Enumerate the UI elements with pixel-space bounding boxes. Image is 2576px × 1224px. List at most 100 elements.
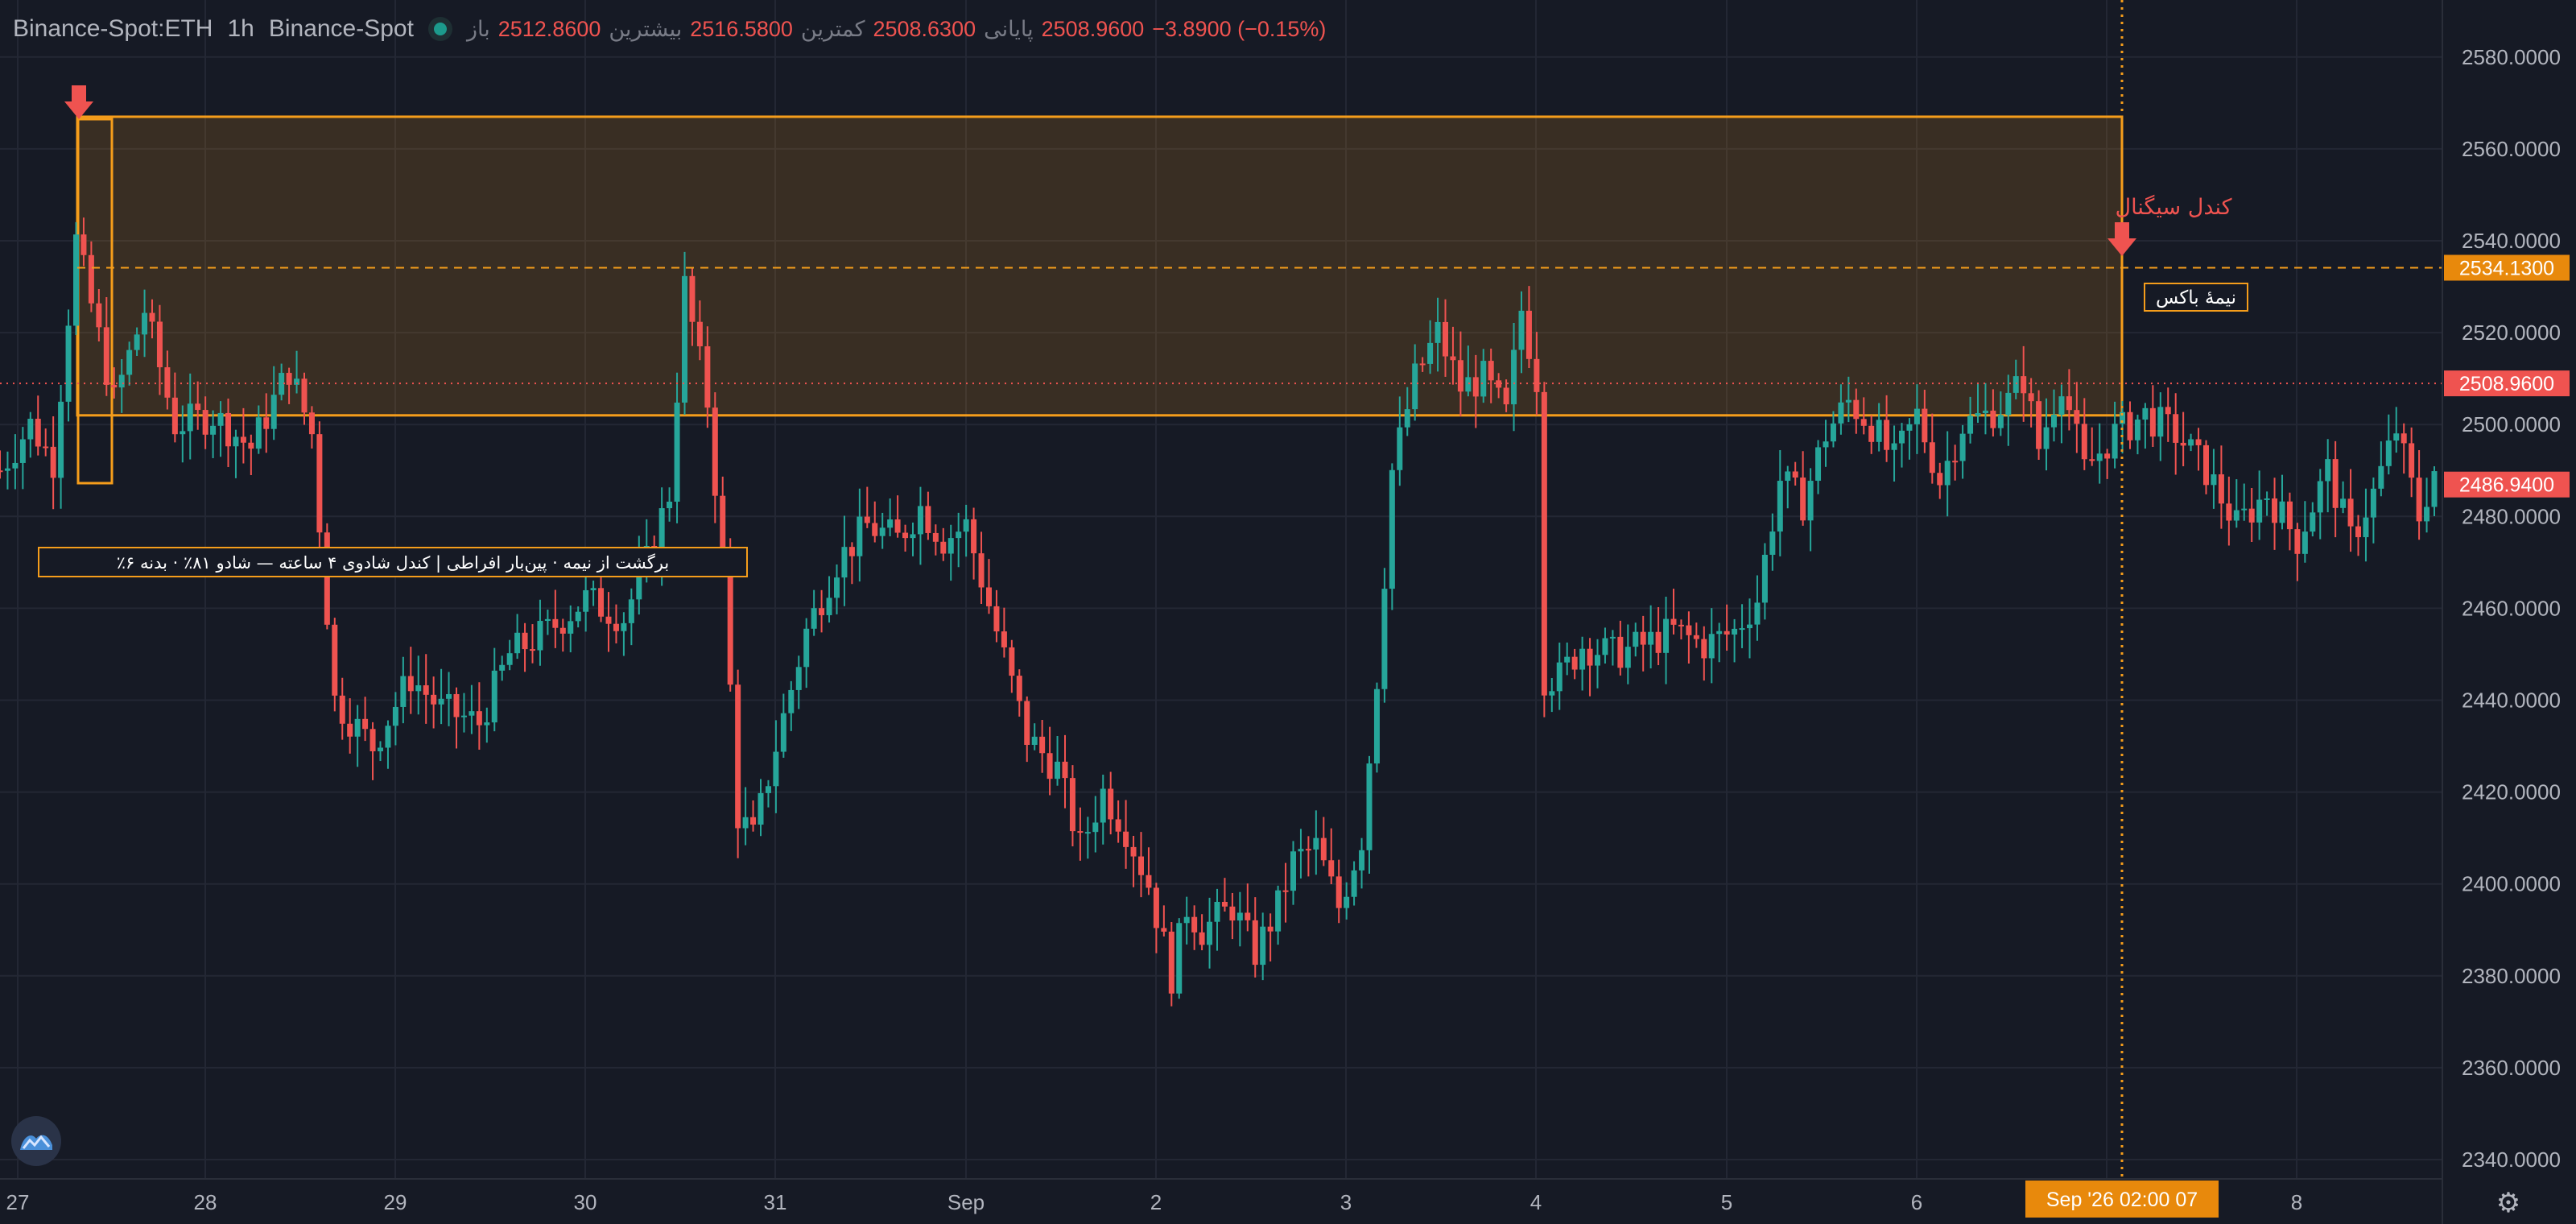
candle-body xyxy=(80,234,87,255)
candle-body xyxy=(1191,916,1198,932)
candle-body xyxy=(2317,481,2323,513)
candle-body xyxy=(308,412,315,435)
candle-body xyxy=(750,817,757,825)
candles xyxy=(0,217,2438,1007)
candle-body xyxy=(2416,478,2422,522)
candle-body xyxy=(1609,636,1616,639)
candle-body xyxy=(727,553,733,685)
candle-body xyxy=(940,541,947,554)
candle-body xyxy=(43,446,49,449)
candle-body xyxy=(1701,639,1707,659)
logo-icon[interactable] xyxy=(11,1116,61,1166)
candle-body xyxy=(2051,415,2057,428)
candle-body xyxy=(134,334,140,350)
candle-body xyxy=(978,553,985,588)
candle-body xyxy=(1541,391,1547,696)
time-tick-label: 3 xyxy=(1340,1190,1352,1214)
marker-price-tag: 2486.9400 xyxy=(2459,474,2554,497)
price-axis[interactable]: 2580.0000 2560.0000 2540.0000 2520.0000 2500… xyxy=(2462,45,2561,1172)
candle-body xyxy=(947,538,954,554)
time-tick-label: 2 xyxy=(1150,1190,1162,1214)
candle-body xyxy=(1397,427,1403,470)
note-text: ٪برگشت از نیمه · پین‌بار افراطی | کندل ش… xyxy=(117,553,669,573)
status-dot-icon xyxy=(427,17,452,41)
candle-body xyxy=(476,711,482,726)
candle-body xyxy=(400,676,407,707)
candle-body xyxy=(1724,631,1730,635)
settings-gear-icon[interactable]: ⚙ xyxy=(2496,1187,2521,1219)
candle-body xyxy=(1549,691,1555,696)
candle-body xyxy=(1176,923,1183,994)
candle-body xyxy=(1488,361,1494,381)
candle-body xyxy=(910,534,916,539)
candle-body xyxy=(35,419,41,447)
candle-body xyxy=(2096,453,2103,461)
candle-body xyxy=(2264,498,2270,500)
candle-body xyxy=(605,616,612,624)
candle-body xyxy=(956,531,962,539)
candle-body xyxy=(2218,474,2224,504)
candle-body xyxy=(1465,377,1472,392)
low-label: کمترین xyxy=(800,16,865,41)
crosshair-arrow-icon xyxy=(2107,238,2136,256)
candle-body xyxy=(324,532,330,625)
candle-body xyxy=(446,693,452,699)
candle-body xyxy=(2241,508,2248,511)
candle-body xyxy=(1236,912,1243,921)
candle-body xyxy=(2120,411,2126,424)
candle-body xyxy=(1039,736,1046,754)
candle-body xyxy=(263,417,270,429)
candle-body xyxy=(1587,648,1593,666)
candle-body xyxy=(2081,424,2087,460)
open-value: 2512.8600 xyxy=(497,16,601,41)
candle-body xyxy=(407,676,414,692)
candle-body xyxy=(696,321,703,347)
candle-body xyxy=(96,303,102,328)
candle-body xyxy=(1975,413,1981,416)
candle-body xyxy=(1716,631,1723,635)
candle-body xyxy=(932,532,939,542)
price-tick-label: 2420.0000 xyxy=(2462,780,2561,804)
candle-body xyxy=(1161,928,1167,932)
candle-body xyxy=(1183,916,1190,924)
candle-body xyxy=(887,519,894,528)
symbol-title[interactable]: Binance-Spot:ETH xyxy=(13,15,213,42)
candle-body xyxy=(879,527,886,536)
candle-body xyxy=(1534,358,1540,392)
candle-body xyxy=(1069,778,1075,832)
candle-body xyxy=(27,419,34,440)
candle-body xyxy=(583,589,589,612)
candle-body xyxy=(362,718,369,730)
candle-body xyxy=(1427,342,1434,364)
interval-label[interactable]: 1h xyxy=(227,15,254,42)
candle-body xyxy=(1739,628,1745,631)
candle-body xyxy=(1503,387,1509,405)
candle-body xyxy=(1260,926,1266,966)
candle-body xyxy=(720,495,726,554)
candle-body xyxy=(1884,420,1890,450)
candle-body xyxy=(187,403,193,432)
candle-body xyxy=(255,417,262,449)
candle-body xyxy=(1876,420,1882,442)
candle-body xyxy=(1769,531,1776,555)
candle-body xyxy=(1252,920,1258,966)
candle-body xyxy=(1944,461,1951,486)
candle-body xyxy=(1320,837,1327,861)
candle-body xyxy=(1579,648,1586,670)
half-box-zone[interactable] xyxy=(76,115,2124,485)
candle-body xyxy=(1556,662,1563,692)
candle-body xyxy=(118,374,125,388)
candle-body xyxy=(164,367,171,398)
candle-body xyxy=(803,628,810,668)
candle-body xyxy=(316,434,323,533)
candle-body xyxy=(1708,634,1715,659)
candle-body xyxy=(2188,439,2194,446)
candle-body xyxy=(1450,356,1456,361)
candle-body xyxy=(658,508,665,555)
candle-body xyxy=(279,373,285,395)
signal-arrow-icon xyxy=(64,101,93,119)
candle-body xyxy=(544,618,551,622)
candle-body xyxy=(514,632,521,654)
